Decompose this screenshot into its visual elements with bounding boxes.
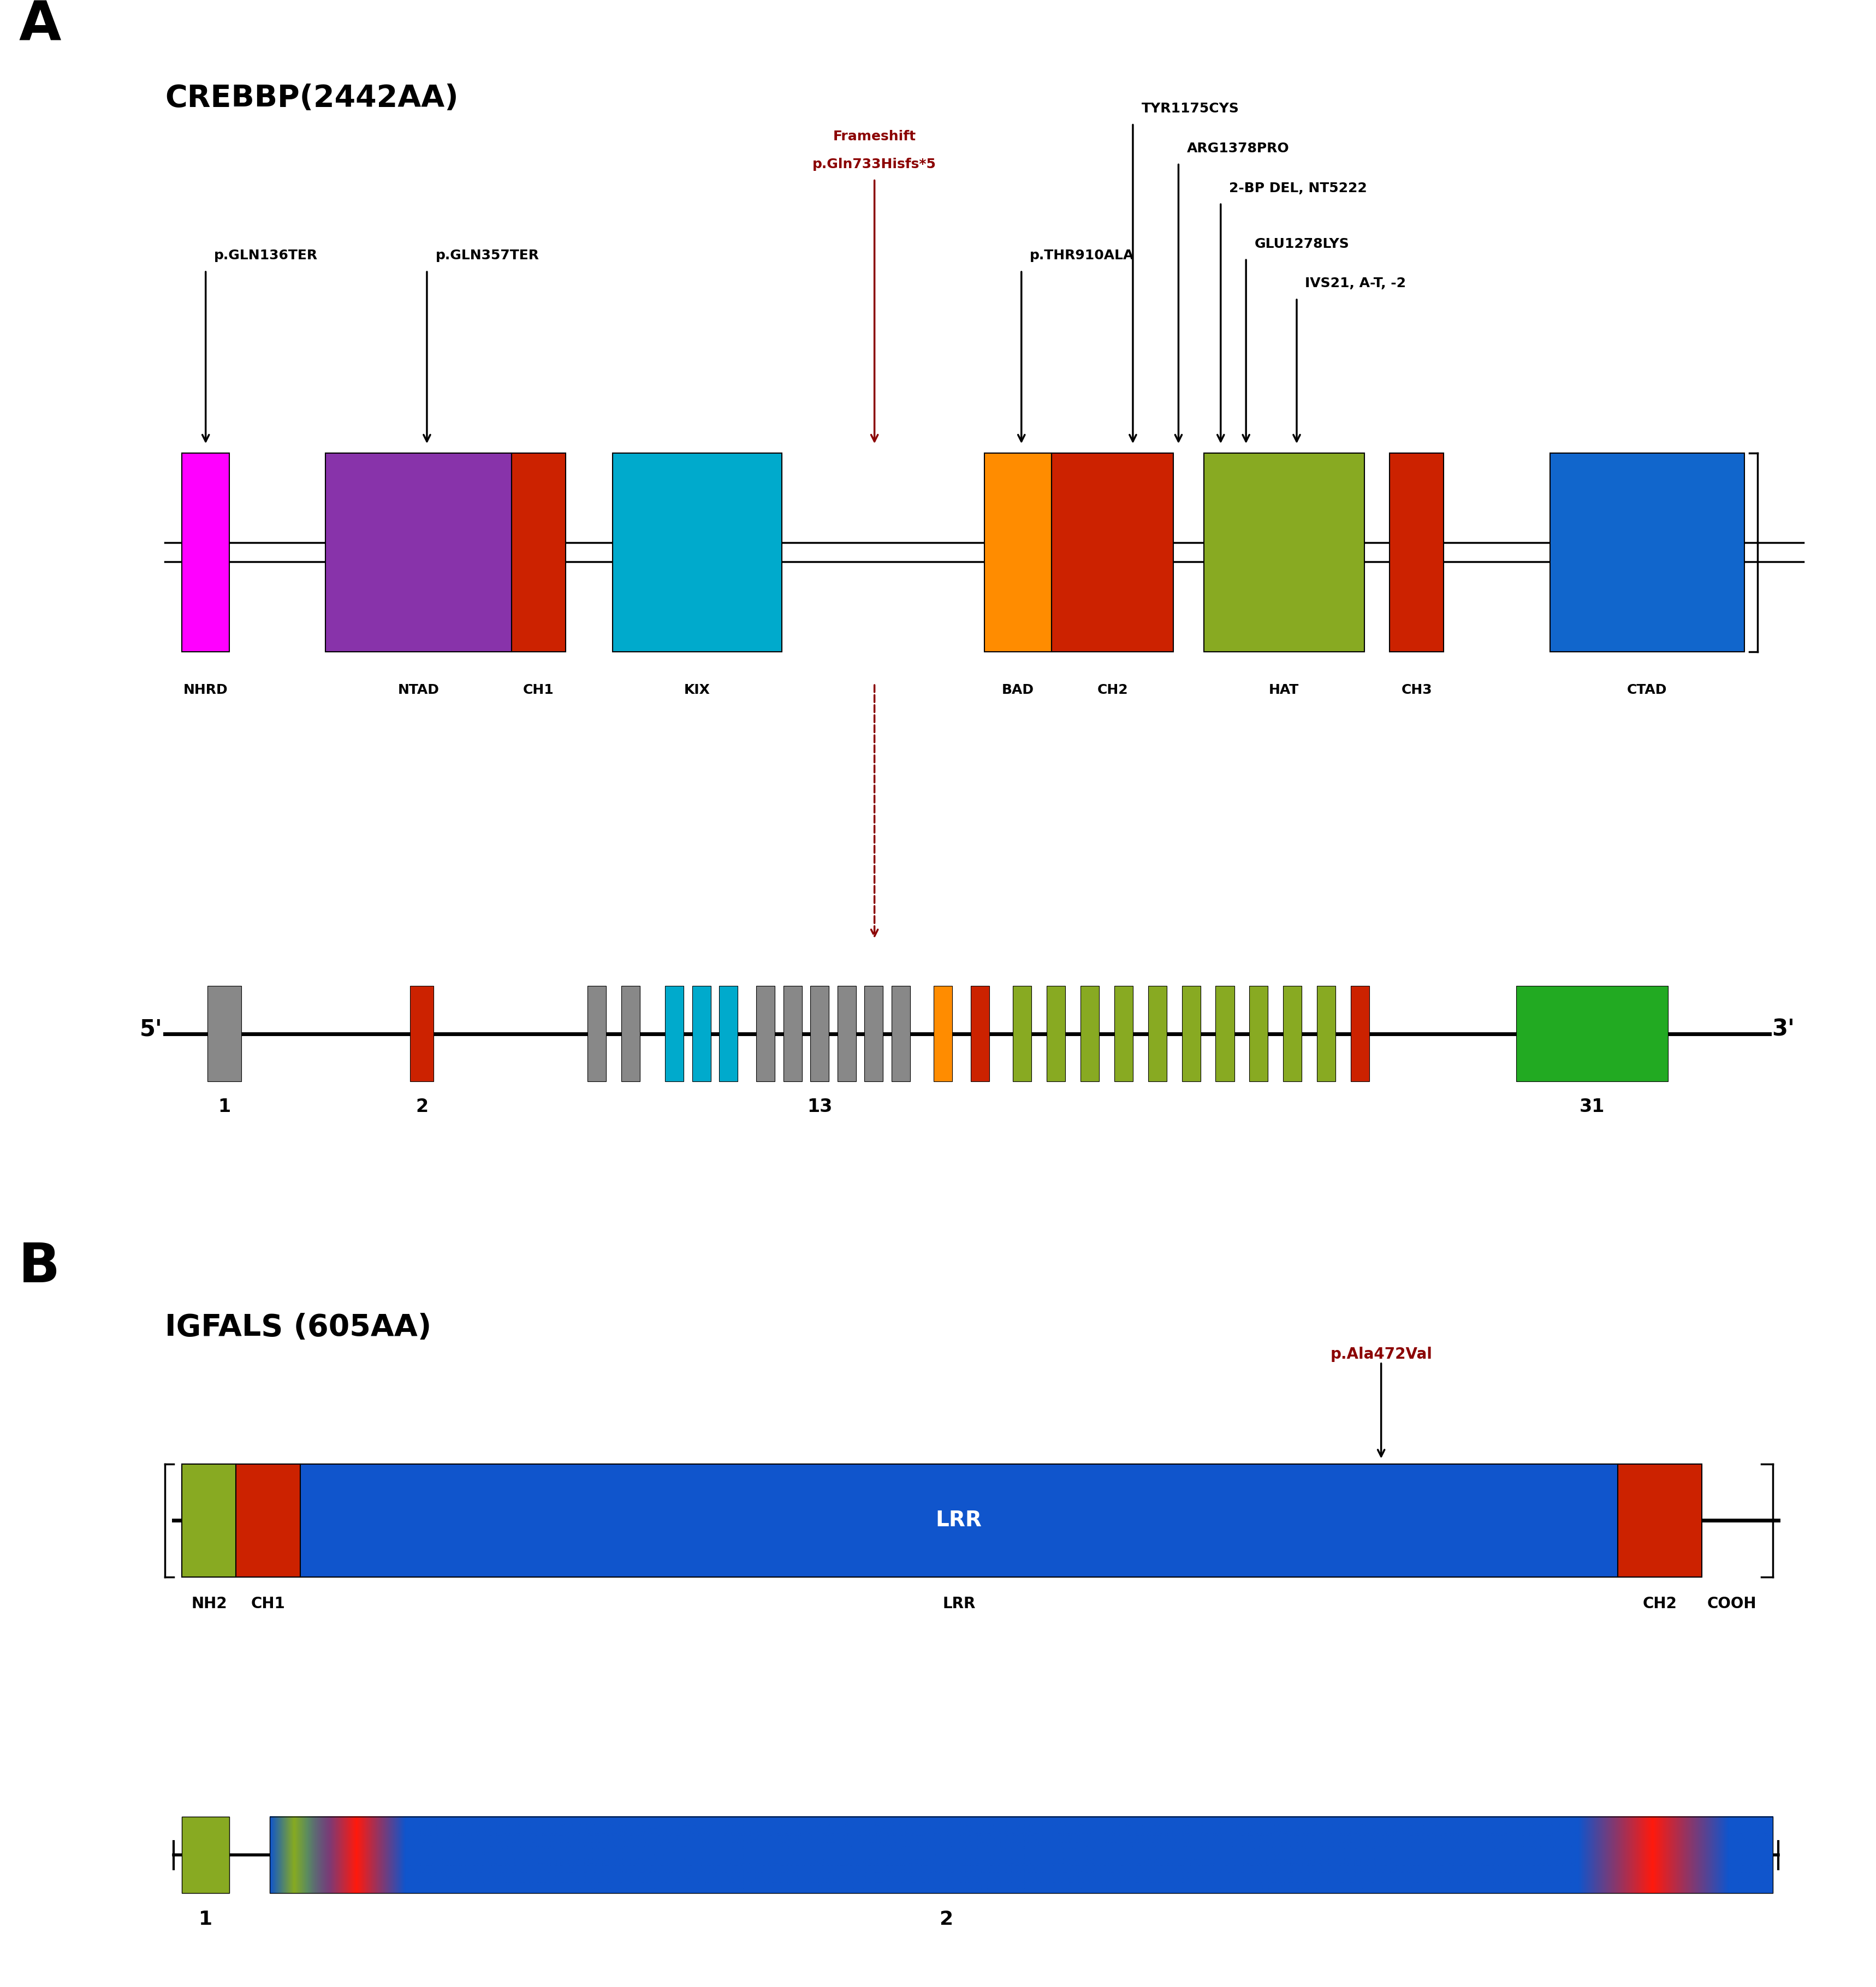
Text: 13: 13 [807, 1097, 831, 1115]
Text: IVS21, A-T, -2: IVS21, A-T, -2 [1306, 276, 1405, 290]
Bar [612, 453, 782, 652]
Bar [1013, 986, 1032, 1081]
Bar [865, 986, 882, 1081]
Bar [300, 1464, 1617, 1578]
Text: ARG1378PRO: ARG1378PRO [1188, 141, 1289, 155]
Text: NTAD: NTAD [398, 684, 439, 697]
Bar [1388, 453, 1443, 652]
Bar [1051, 453, 1172, 652]
Text: 2-BP DEL, NT5222: 2-BP DEL, NT5222 [1229, 181, 1368, 195]
Bar [1249, 986, 1268, 1081]
Text: CREBBP(2442AA): CREBBP(2442AA) [165, 83, 458, 113]
Bar [1047, 986, 1066, 1081]
Text: CH1: CH1 [251, 1596, 285, 1611]
Text: p.GLN357TER: p.GLN357TER [435, 248, 538, 262]
Text: COOH: COOH [1707, 1596, 1756, 1611]
Text: 2: 2 [940, 1910, 953, 1929]
Text: CTAD: CTAD [1626, 684, 1666, 697]
Bar [326, 453, 510, 652]
Text: A: A [19, 0, 62, 52]
Bar [182, 1816, 229, 1894]
Text: BAD: BAD [1002, 684, 1034, 697]
Text: p.Gln733Hisfs*5: p.Gln733Hisfs*5 [812, 157, 936, 171]
Bar [1283, 986, 1302, 1081]
Bar [1550, 453, 1745, 652]
Text: LRR: LRR [936, 1510, 981, 1530]
Bar [692, 986, 711, 1081]
Bar [1081, 986, 1099, 1081]
Text: p.THR910ALA: p.THR910ALA [1030, 248, 1133, 262]
Text: TYR1175CYS: TYR1175CYS [1141, 101, 1238, 115]
Text: IGFALS (605AA): IGFALS (605AA) [165, 1313, 431, 1343]
Bar [837, 986, 855, 1081]
Bar [587, 986, 606, 1081]
Bar [1204, 453, 1364, 652]
Bar [983, 453, 1051, 652]
Text: LRR: LRR [942, 1596, 976, 1611]
Text: 5': 5' [141, 1017, 163, 1041]
Text: 1: 1 [218, 1097, 231, 1115]
Bar [270, 1816, 1773, 1894]
Bar [1617, 1464, 1702, 1578]
Text: p.Ala472Val: p.Ala472Val [1330, 1347, 1431, 1361]
Text: CH2: CH2 [1642, 1596, 1677, 1611]
Text: CH2: CH2 [1097, 684, 1127, 697]
Text: 1: 1 [199, 1910, 212, 1929]
Text: 3': 3' [1771, 1017, 1793, 1041]
Bar [719, 986, 737, 1081]
Text: CH1: CH1 [523, 684, 553, 697]
Bar [1317, 986, 1336, 1081]
Bar [208, 986, 242, 1081]
Text: p.GLN136TER: p.GLN136TER [214, 248, 317, 262]
Bar [891, 986, 910, 1081]
Bar [756, 986, 775, 1081]
Bar [182, 453, 229, 652]
Bar [1216, 986, 1234, 1081]
Text: 2: 2 [415, 1097, 428, 1115]
Bar [1516, 986, 1668, 1081]
Bar [970, 986, 989, 1081]
Bar [182, 1464, 236, 1578]
Bar [510, 453, 565, 652]
Text: GLU1278LYS: GLU1278LYS [1255, 236, 1349, 250]
Text: KIX: KIX [685, 684, 709, 697]
Bar [1351, 986, 1369, 1081]
Text: NHRD: NHRD [184, 684, 227, 697]
Text: B: B [19, 1242, 60, 1294]
Text: 31: 31 [1580, 1097, 1604, 1115]
Bar [810, 986, 829, 1081]
Text: CH3: CH3 [1401, 684, 1431, 697]
Bar [236, 1464, 300, 1578]
Text: NH2: NH2 [191, 1596, 227, 1611]
Bar [1182, 986, 1201, 1081]
Bar [664, 986, 683, 1081]
Bar [621, 986, 640, 1081]
Text: HAT: HAT [1268, 684, 1298, 697]
Bar [1148, 986, 1167, 1081]
Bar [1114, 986, 1133, 1081]
Bar [782, 986, 801, 1081]
Bar [411, 986, 433, 1081]
Text: Frameshift: Frameshift [833, 129, 915, 143]
Bar [934, 986, 951, 1081]
